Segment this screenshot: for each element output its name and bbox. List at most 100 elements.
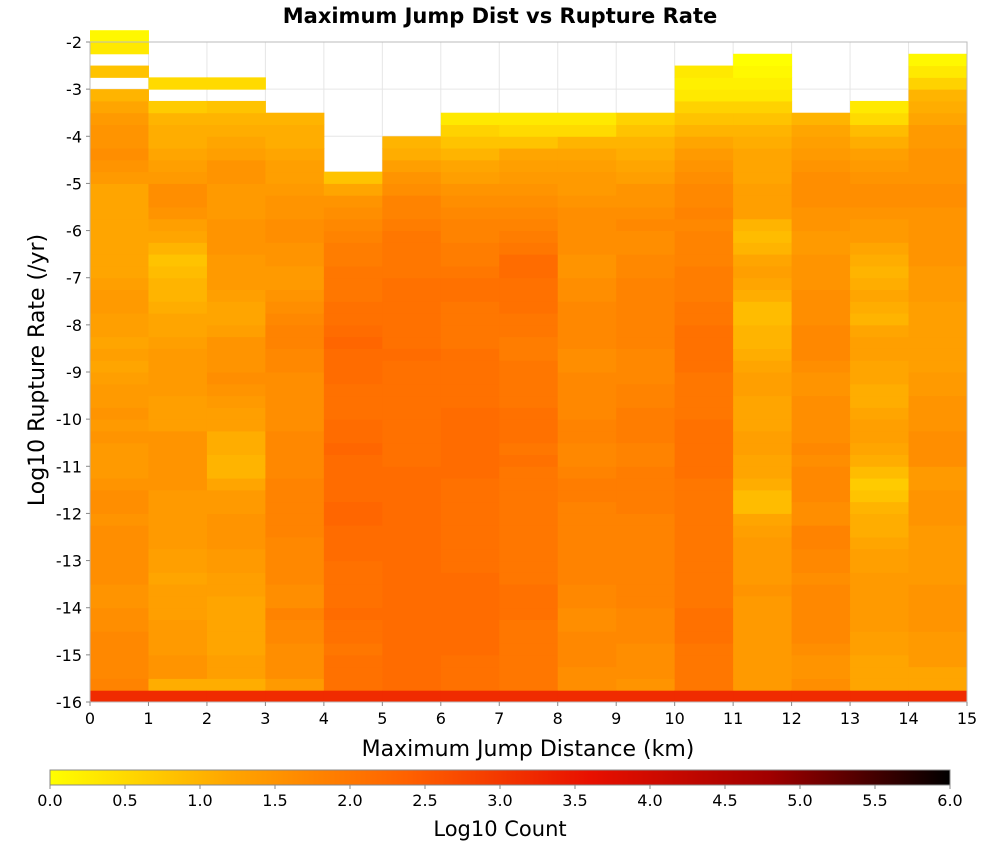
heatmap-cell [148,265,208,279]
heatmap-cell [791,395,851,408]
heatmap-cell [674,643,734,656]
heatmap-cell [674,619,734,632]
heatmap-cell [499,171,559,184]
heatmap-cell [440,336,500,349]
heatmap-cell [382,430,442,444]
heatmap-cell [206,360,266,373]
heatmap-cell [791,348,851,361]
heatmap-cell [557,372,617,385]
heatmap-cell [674,372,734,385]
heatmap-cell [440,430,500,444]
heatmap-cell [733,195,793,208]
heatmap-cell [850,183,910,196]
heatmap-cell [850,277,910,290]
heatmap-cell [323,607,383,620]
heatmap-cell [265,501,325,514]
heatmap-cell [90,30,149,43]
heatmap-cell [616,360,676,373]
heatmap-cell [499,395,559,408]
heatmap-cell [791,313,851,326]
heatmap-cell [616,619,676,632]
heatmap-cell [148,489,208,503]
heatmap-cell [148,607,208,620]
heatmap-cell [323,631,383,644]
heatmap-cell [206,619,266,632]
heatmap-cell [440,313,500,326]
heatmap-cell [90,395,149,408]
heatmap-cell [557,454,617,467]
heatmap-cell [557,230,617,243]
heatmap-cell [90,89,149,102]
heatmap-cell [791,560,851,573]
heatmap-cell [674,430,734,444]
heatmap-cell [206,572,266,585]
heatmap-cell [616,501,676,514]
heatmap-cell [148,136,208,149]
heatmap-cell [148,430,208,444]
heatmap-cell [616,584,676,597]
heatmap-cell [206,643,266,656]
heatmap-cell [733,513,793,526]
heatmap-cell [323,619,383,632]
heatmap-cell [148,77,208,90]
heatmap-cell [440,572,500,585]
heatmap-cell [148,336,208,349]
heatmap-cell [557,112,617,125]
colorbar-tick-label: 5.5 [862,791,887,810]
heatmap-cell [557,631,617,644]
x-tick-label: 0 [85,709,95,728]
heatmap-cell [323,395,383,408]
heatmap-cell [90,383,149,397]
y-tick-label: -10 [56,410,82,429]
heatmap-cell [440,690,500,703]
heatmap-cell [265,324,325,338]
colorbar-gradient [49,769,951,786]
heatmap-cell [616,301,676,314]
heatmap-cell [908,313,968,326]
heatmap-cell [674,607,734,620]
heatmap-cell [499,313,559,326]
heatmap-cell [850,395,910,408]
heatmap-cell [440,560,500,573]
heatmap-cell [265,595,325,609]
heatmap-cell [733,53,793,67]
heatmap-cell [382,654,442,668]
heatmap-cell [850,478,910,491]
heatmap-cell [148,631,208,644]
heatmap-cell [499,454,559,467]
heatmap-cell [616,690,676,703]
heatmap-cell [908,112,968,125]
heatmap-cell [850,548,910,562]
heatmap-cell [616,631,676,644]
heatmap-cell [382,218,442,232]
heatmap-cell [674,324,734,338]
y-tick-label: -11 [56,457,82,476]
heatmap-cell [908,195,968,208]
heatmap-cell [323,383,383,397]
heatmap-cell [265,489,325,503]
heatmap-cell [616,313,676,326]
heatmap-cell [440,112,500,125]
heatmap-cell [382,466,442,479]
heatmap-cell [206,171,266,184]
heatmap-cell [499,218,559,232]
heatmap-cell [148,360,208,373]
heatmap-cell [850,348,910,361]
heatmap-cell [499,348,559,361]
heatmap-cell [557,513,617,526]
heatmap-cell [90,171,149,184]
heatmap-cell [850,525,910,538]
heatmap-cell [850,148,910,161]
heatmap-cell [499,242,559,255]
heatmap-cell [616,171,676,184]
heatmap-cell [908,159,968,173]
heatmap-cell [674,383,734,397]
heatmap-cell [908,584,968,597]
heatmap-cell [616,407,676,420]
heatmap-cell [323,218,383,232]
heatmap-cell [908,183,968,196]
heatmap-cell [733,643,793,656]
heatmap-cell [850,301,910,314]
heatmap-cell [265,207,325,220]
heatmap-cell [791,631,851,644]
